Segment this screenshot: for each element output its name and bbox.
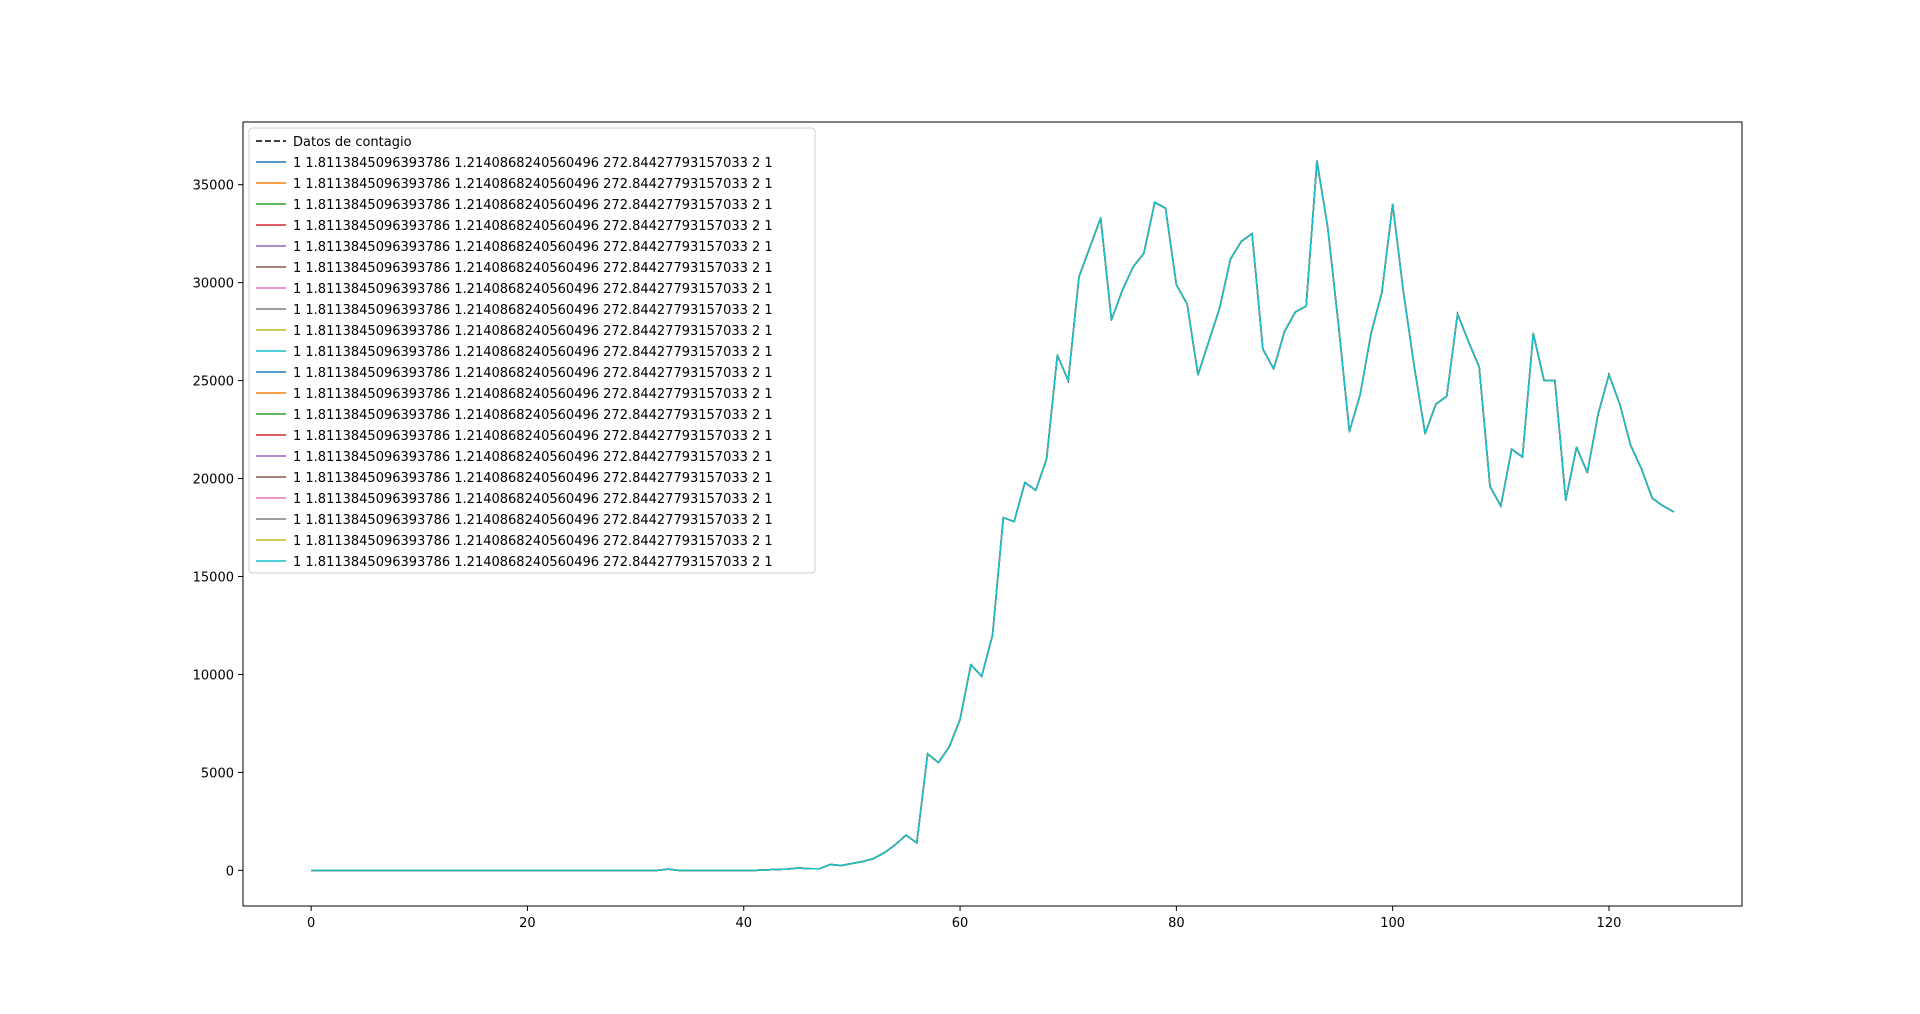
x-tick-label: 80	[1168, 916, 1185, 931]
x-tick-label: 100	[1380, 916, 1405, 931]
legend-entry-model-6-label: 1 1.8113845096393786 1.2140868240560496 …	[293, 261, 773, 276]
plot-layer	[311, 160, 1675, 872]
legend-entry-model-18-label: 1 1.8113845096393786 1.2140868240560496 …	[293, 513, 773, 528]
legend-entry-model-7-label: 1 1.8113845096393786 1.2140868240560496 …	[293, 282, 773, 297]
legend-entry-model-1-label: 1 1.8113845096393786 1.2140868240560496 …	[293, 156, 773, 171]
y-tick-label: 15000	[193, 570, 234, 585]
legend-entry-model-5-label: 1 1.8113845096393786 1.2140868240560496 …	[293, 240, 773, 255]
legend-entry-model-3-label: 1 1.8113845096393786 1.2140868240560496 …	[293, 198, 773, 213]
x-tick-label: 40	[735, 916, 752, 931]
x-tick-label: 20	[519, 916, 536, 931]
legend-entry-model-12-label: 1 1.8113845096393786 1.2140868240560496 …	[293, 387, 773, 402]
y-tick-label: 25000	[193, 375, 234, 390]
legend-entry-model-8-label: 1 1.8113845096393786 1.2140868240560496 …	[293, 303, 773, 318]
legend-entry-model-4-label: 1 1.8113845096393786 1.2140868240560496 …	[293, 219, 773, 234]
legend-entry-model-11-label: 1 1.8113845096393786 1.2140868240560496 …	[293, 366, 773, 381]
series-line-model-20	[311, 160, 1675, 872]
legend-entry-model-15-label: 1 1.8113845096393786 1.2140868240560496 …	[293, 450, 773, 465]
legend-entry-model-17-label: 1 1.8113845096393786 1.2140868240560496 …	[293, 492, 773, 507]
y-tick-label: 0	[226, 864, 234, 879]
legend-entry-model-9-label: 1 1.8113845096393786 1.2140868240560496 …	[293, 324, 773, 339]
legend-entry-model-10-label: 1 1.8113845096393786 1.2140868240560496 …	[293, 345, 773, 360]
plot-frame	[242, 121, 1743, 907]
y-tick-label: 20000	[193, 473, 234, 488]
legend-entry-model-13-label: 1 1.8113845096393786 1.2140868240560496 …	[293, 408, 773, 423]
legend: Datos de contagio 1 1.8113845096393786 1.…	[248, 127, 816, 574]
y-tick-label: 10000	[193, 668, 234, 683]
legend-entry-model-14-label: 1 1.8113845096393786 1.2140868240560496 …	[293, 429, 773, 444]
x-tick-label: 0	[307, 916, 315, 931]
legend-entry-model-16-label: 1 1.8113845096393786 1.2140868240560496 …	[293, 471, 773, 486]
y-tick-label: 35000	[193, 179, 234, 194]
legend-entry-model-20-label: 1 1.8113845096393786 1.2140868240560496 …	[293, 555, 773, 570]
legend-entry-model-2-label: 1 1.8113845096393786 1.2140868240560496 …	[293, 177, 773, 192]
legend-box	[248, 127, 816, 574]
y-tick-label: 30000	[193, 277, 234, 292]
legend-entry-model-19-label: 1 1.8113845096393786 1.2140868240560496 …	[293, 534, 773, 549]
x-tick-label: 120	[1597, 916, 1622, 931]
legend-entry-datos-de-contagio-label: Datos de contagio	[293, 135, 412, 150]
x-tick-label: 60	[952, 916, 969, 931]
axes-layer: 0 20 40 60 80 100 120 0 5000 10000 15000 20000 25000…	[193, 179, 1622, 931]
y-tick-label: 5000	[201, 766, 234, 781]
